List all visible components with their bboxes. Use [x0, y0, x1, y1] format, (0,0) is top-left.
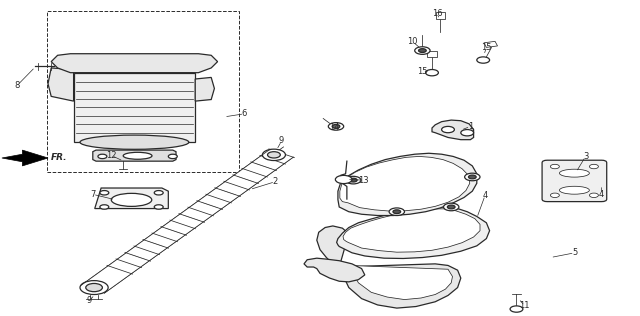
- Text: FR.: FR.: [51, 154, 68, 162]
- Polygon shape: [81, 149, 293, 293]
- Ellipse shape: [559, 169, 589, 177]
- Polygon shape: [338, 153, 477, 216]
- Circle shape: [335, 175, 352, 184]
- FancyBboxPatch shape: [542, 160, 607, 202]
- Circle shape: [328, 123, 344, 130]
- Polygon shape: [2, 150, 48, 166]
- Circle shape: [510, 306, 523, 312]
- Circle shape: [154, 205, 163, 209]
- Circle shape: [332, 125, 340, 128]
- Circle shape: [168, 154, 177, 159]
- Polygon shape: [349, 265, 452, 300]
- Circle shape: [550, 193, 559, 198]
- Bar: [427, 51, 437, 57]
- Circle shape: [477, 57, 490, 63]
- Polygon shape: [95, 188, 168, 209]
- Text: 15: 15: [481, 43, 492, 52]
- Text: 1: 1: [468, 122, 473, 131]
- Text: 15: 15: [417, 67, 428, 76]
- Text: 8: 8: [15, 81, 20, 90]
- Circle shape: [389, 208, 404, 216]
- Circle shape: [346, 176, 361, 184]
- Text: 4: 4: [483, 191, 488, 200]
- Polygon shape: [317, 226, 349, 267]
- Circle shape: [100, 205, 109, 209]
- Text: 13: 13: [358, 176, 369, 185]
- Text: 11: 11: [520, 301, 530, 310]
- Text: 4: 4: [599, 190, 604, 199]
- Circle shape: [426, 70, 438, 76]
- Bar: [484, 41, 497, 47]
- Circle shape: [550, 164, 559, 169]
- Circle shape: [465, 173, 480, 181]
- Ellipse shape: [559, 186, 589, 194]
- Text: 9: 9: [87, 296, 92, 305]
- Circle shape: [415, 47, 430, 54]
- Circle shape: [461, 130, 474, 136]
- Text: 5: 5: [572, 248, 577, 257]
- Text: 9: 9: [279, 137, 284, 145]
- Polygon shape: [339, 264, 461, 308]
- Text: 12: 12: [106, 151, 116, 160]
- Circle shape: [447, 205, 455, 209]
- Circle shape: [589, 193, 598, 198]
- Circle shape: [80, 281, 108, 295]
- Ellipse shape: [123, 152, 152, 159]
- Text: 3: 3: [583, 152, 588, 161]
- Polygon shape: [93, 150, 176, 161]
- Circle shape: [268, 152, 280, 158]
- Polygon shape: [51, 54, 218, 73]
- Circle shape: [86, 283, 102, 292]
- Polygon shape: [337, 207, 490, 258]
- Circle shape: [154, 191, 163, 195]
- Circle shape: [349, 178, 357, 182]
- Bar: [436, 12, 445, 19]
- Text: 6: 6: [242, 109, 247, 118]
- Circle shape: [468, 175, 476, 179]
- Polygon shape: [74, 62, 195, 73]
- Circle shape: [393, 210, 401, 214]
- Circle shape: [419, 49, 426, 52]
- Circle shape: [98, 154, 107, 159]
- Text: 10: 10: [408, 37, 418, 46]
- Circle shape: [444, 203, 459, 211]
- Polygon shape: [432, 120, 474, 140]
- Ellipse shape: [111, 193, 152, 206]
- Text: 2: 2: [273, 177, 278, 186]
- Text: 14: 14: [329, 124, 339, 132]
- Circle shape: [589, 164, 598, 169]
- Polygon shape: [74, 73, 195, 142]
- Circle shape: [442, 126, 454, 133]
- Polygon shape: [343, 209, 480, 252]
- Polygon shape: [48, 68, 74, 101]
- Polygon shape: [304, 258, 365, 282]
- Circle shape: [262, 149, 285, 161]
- Polygon shape: [195, 77, 214, 101]
- Bar: [47, 11, 239, 172]
- Polygon shape: [340, 156, 470, 211]
- Text: 16: 16: [432, 9, 442, 18]
- Circle shape: [100, 191, 109, 195]
- Ellipse shape: [80, 135, 189, 149]
- Text: 7: 7: [90, 190, 95, 199]
